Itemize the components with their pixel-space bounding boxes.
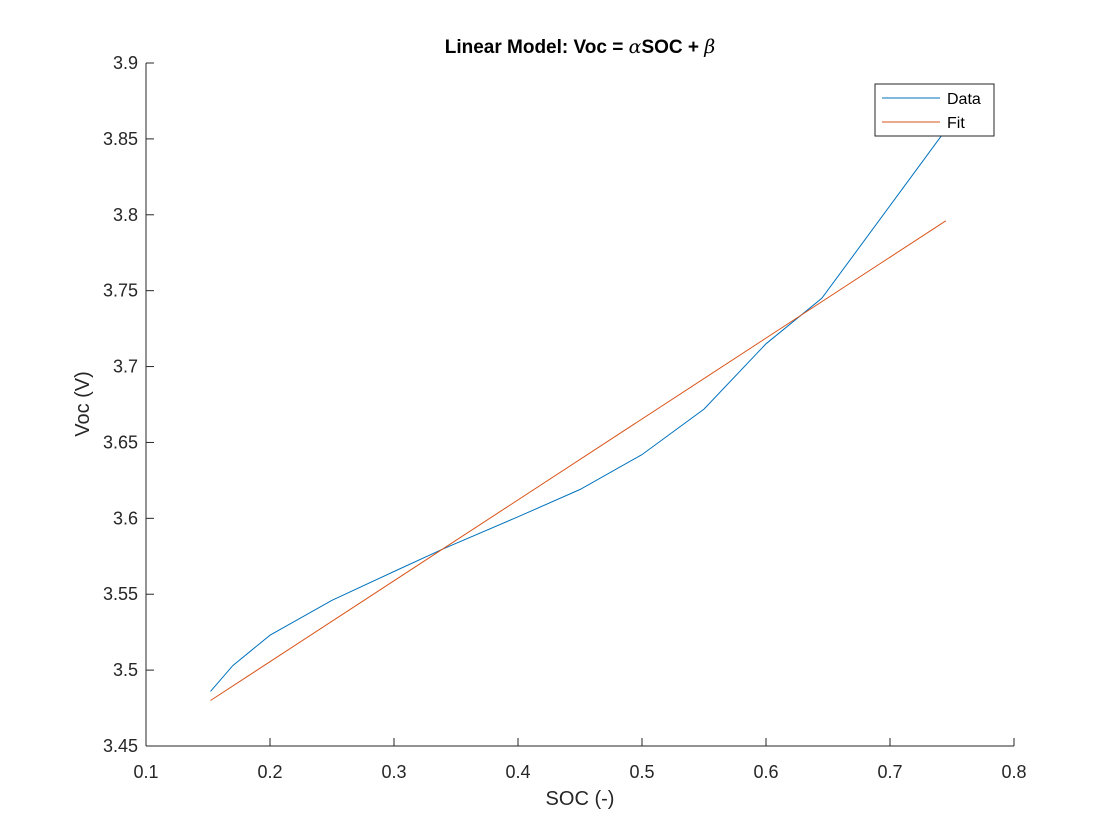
x-tick-label: 0.2 [257,762,282,782]
y-tick-label: 3.65 [103,432,138,452]
y-tick-label: 3.75 [103,281,138,301]
x-tick-label: 0.8 [1001,762,1026,782]
title-middle: SOC + [641,37,704,58]
x-tick-label: 0.1 [133,762,158,782]
axes-layer [145,63,1014,747]
y-tick-label: 3.5 [113,660,138,680]
y-tick-label: 3.8 [113,205,138,225]
y-tick-label: 3.55 [103,584,138,604]
y-tick-label: 3.6 [113,508,138,528]
axes-background [146,63,1014,746]
series-line-fit [210,220,947,701]
y-tick-label: 3.7 [113,357,138,377]
x-axis-label: SOC (-) [546,788,615,810]
x-tick-label: 0.5 [629,762,654,782]
x-tick-label: 0.6 [753,762,778,782]
title-alpha-symbol: α [629,36,642,58]
x-tick-label: 0.7 [877,762,902,782]
ticks-layer: 0.1 0.2 0.3 0.4 0.5 0.6 0.7 0.8 3.45 3.5 3.55 3.6 3.… [103,53,1027,782]
y-tick-label: 3.85 [103,129,138,149]
legend-box [874,83,995,137]
legend-label-data: Data [947,91,981,108]
y-tick-label: 3.9 [113,53,138,73]
chart-title: Linear Model: Voc = αSOC + β [445,36,716,58]
legend-label-fit: Fit [947,115,965,132]
series-layer [210,129,947,701]
x-tick-label: 0.4 [505,762,530,782]
legend: Data Fit [874,83,995,137]
title-prefix: Linear Model: Voc = [445,37,629,58]
y-tick-label: 3.45 [103,736,138,756]
x-tick-label: 0.3 [381,762,406,782]
series-line-data [210,129,947,692]
title-beta-symbol: β [703,36,715,58]
y-axis-label: Voc (V) [72,371,94,437]
